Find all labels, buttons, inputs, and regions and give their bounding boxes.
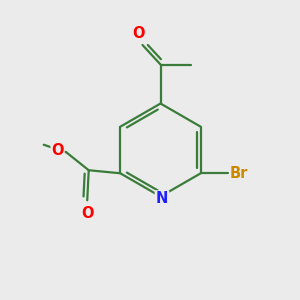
Text: O: O: [133, 26, 145, 41]
Text: Br: Br: [229, 166, 248, 181]
Text: O: O: [81, 206, 94, 221]
Text: O: O: [51, 143, 64, 158]
Text: N: N: [156, 191, 168, 206]
